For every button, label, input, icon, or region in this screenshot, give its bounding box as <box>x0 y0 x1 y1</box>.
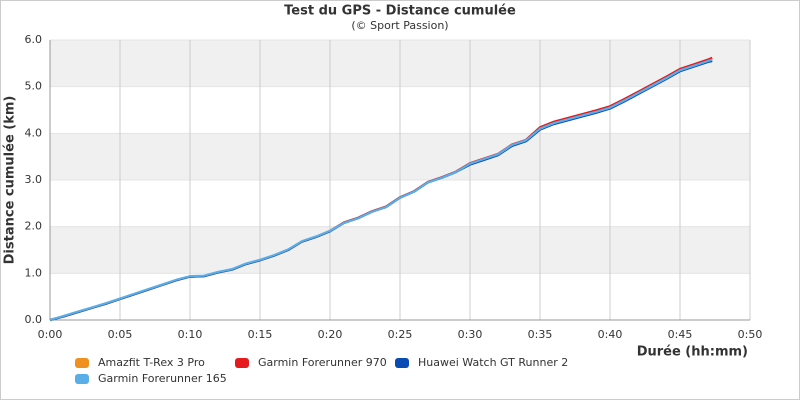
legend-label: Garmin Forerunner 970 <box>258 356 387 369</box>
legend-swatch <box>75 374 89 384</box>
y-tick-label: 4.0 <box>25 126 43 139</box>
x-tick-label: 0:30 <box>458 328 483 341</box>
x-axis-label: Durée (hh:mm) <box>637 345 748 360</box>
y-axis-label: Distance cumulée (km) <box>3 96 18 265</box>
legend-label: Amazfit T-Rex 3 Pro <box>98 356 205 369</box>
series-line <box>49 58 713 322</box>
legend-swatch <box>395 358 409 368</box>
legend-swatch <box>235 358 249 368</box>
y-tick-label: 2.0 <box>25 220 43 233</box>
y-tick-label: 1.0 <box>25 266 43 279</box>
x-tick-label: 0:45 <box>668 328 693 341</box>
x-tick-label: 0:05 <box>108 328 133 341</box>
y-tick-label: 0.0 <box>25 313 43 326</box>
x-tick-label: 0:40 <box>598 328 623 341</box>
legend-label: Garmin Forerunner 165 <box>98 372 227 385</box>
y-tick-label: 3.0 <box>25 173 43 186</box>
x-tick-label: 0:00 <box>38 328 63 341</box>
legend-swatch <box>75 358 89 368</box>
x-tick-label: 0:25 <box>388 328 413 341</box>
y-tick-label: 6.0 <box>25 33 43 46</box>
x-tick-label: 0:20 <box>318 328 343 341</box>
x-tick-label: 0:15 <box>248 328 273 341</box>
x-tick-label: 0:50 <box>738 328 763 341</box>
y-tick-label: 5.0 <box>25 80 43 93</box>
legend-label: Huawei Watch GT Runner 2 <box>418 356 568 369</box>
chart-title: Test du GPS - Distance cumulée <box>284 4 516 19</box>
x-tick-label: 0:35 <box>528 328 553 341</box>
x-tick-label: 0:10 <box>178 328 203 341</box>
chart-subtitle: (© Sport Passion) <box>351 19 448 32</box>
